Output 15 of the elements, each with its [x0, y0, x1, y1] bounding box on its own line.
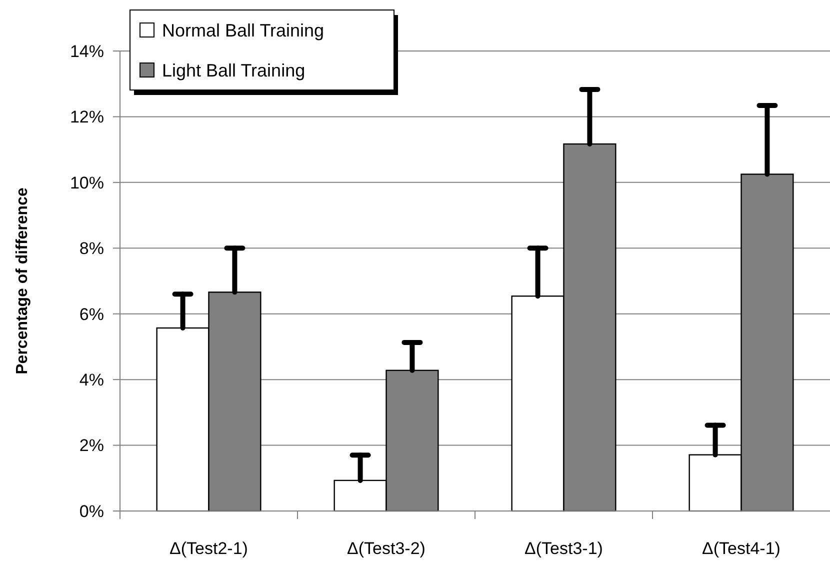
y-axis-title: Percentage of difference	[14, 188, 31, 374]
y-tick-label: 10%	[70, 173, 104, 192]
x-tick-label: Δ(Test3-2)	[347, 539, 426, 558]
y-tick-label: 8%	[79, 239, 104, 258]
y-tick-label: 4%	[79, 370, 104, 390]
legend-label: Normal Ball Training	[162, 20, 324, 40]
y-tick-label: 14%	[70, 42, 104, 61]
y-tick-label: 12%	[70, 108, 104, 127]
y-tick-label: 2%	[79, 436, 104, 456]
y-tick-label: 6%	[79, 304, 104, 324]
x-tick-label: Δ(Test2-1)	[170, 539, 248, 558]
legend-label: Light Ball Training	[162, 60, 306, 80]
y-tick-label: 0%	[79, 502, 104, 521]
x-tick-label: Δ(Test3-1)	[524, 539, 603, 558]
x-tick-label: Δ(Test4-1)	[702, 539, 780, 558]
